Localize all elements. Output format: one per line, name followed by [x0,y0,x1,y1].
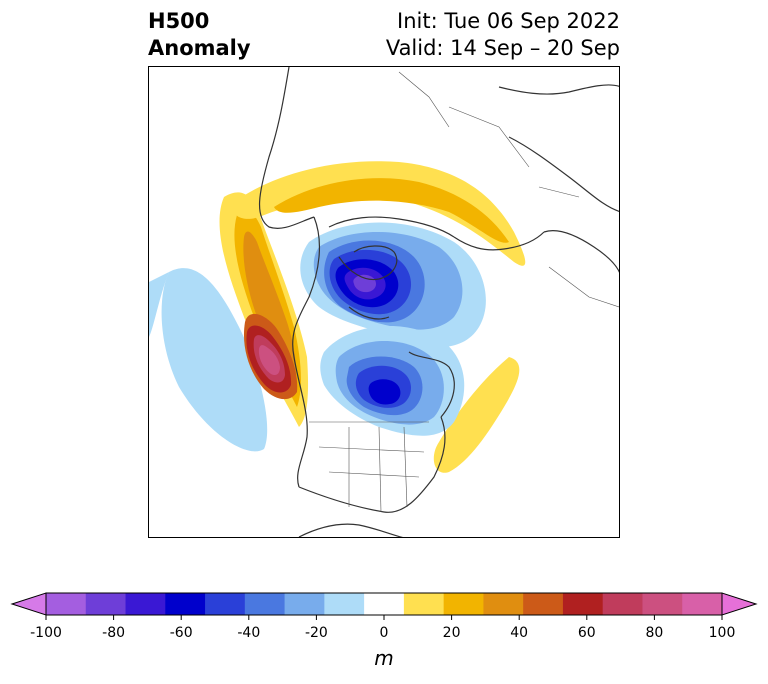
title-variable: H500 [148,9,210,33]
colorbar-segment [642,593,683,615]
init-time: Init: Tue 06 Sep 2022 [397,9,620,33]
colorbar-tick-label: 60 [577,625,596,641]
colorbar-tick-label: -100 [30,625,62,641]
colorbar-segment [483,593,524,615]
colorbar-segment [324,593,365,615]
colorbar-segment [562,593,604,615]
forecast-times: Init: Tue 06 Sep 2022 Valid: 14 Sep – 20… [386,8,620,62]
colorbar-segment [443,593,484,615]
positive-ridge-west [219,192,309,427]
light-blue-west [149,225,619,452]
colorbar-segment [165,593,206,615]
colorbar-segment [682,593,723,615]
colorbar-tick-label: 80 [645,625,664,641]
title-field: Anomaly [148,36,251,60]
colorbar-segment [602,593,643,615]
colorbar-segment [364,593,405,615]
map-canvas [149,67,619,537]
colorbar-segment [46,593,87,615]
colorbar-segment [205,593,246,615]
colorbar-tick-label: 40 [510,625,529,641]
colorbar-segment [85,593,127,615]
map-title: H500 Anomaly [148,8,251,62]
colorbar-segment [244,593,286,615]
colorbar-tick-label: -20 [304,625,328,641]
negative-low-hudson [320,325,465,436]
valid-time: Valid: 14 Sep – 20 Sep [385,36,620,60]
colorbar-extend-high [721,592,758,616]
positive-ridge-arctic [233,161,526,266]
colorbar-segment [284,593,325,615]
coastlines [258,67,619,537]
colorbar-tick-label: -40 [237,625,261,641]
negative-low-arctic [300,222,486,348]
positive-ridge-atlantic [433,357,520,473]
colorbar-tick-label: -60 [169,625,193,641]
colorbar-tick-label: 0 [379,625,389,641]
colorbar [10,592,758,620]
colorbar-segment [523,593,564,615]
borders [309,71,619,513]
colorbar-tick-label: -80 [102,625,126,641]
colorbar-extend-low [10,592,47,616]
colorbar-segment [403,593,445,615]
colorbar-tick-label: 20 [442,625,461,641]
colorbar-segment [125,593,166,615]
anomaly-map [148,66,620,538]
colorbar-units: m [374,646,394,670]
colorbar-tick-label: 100 [708,625,736,641]
